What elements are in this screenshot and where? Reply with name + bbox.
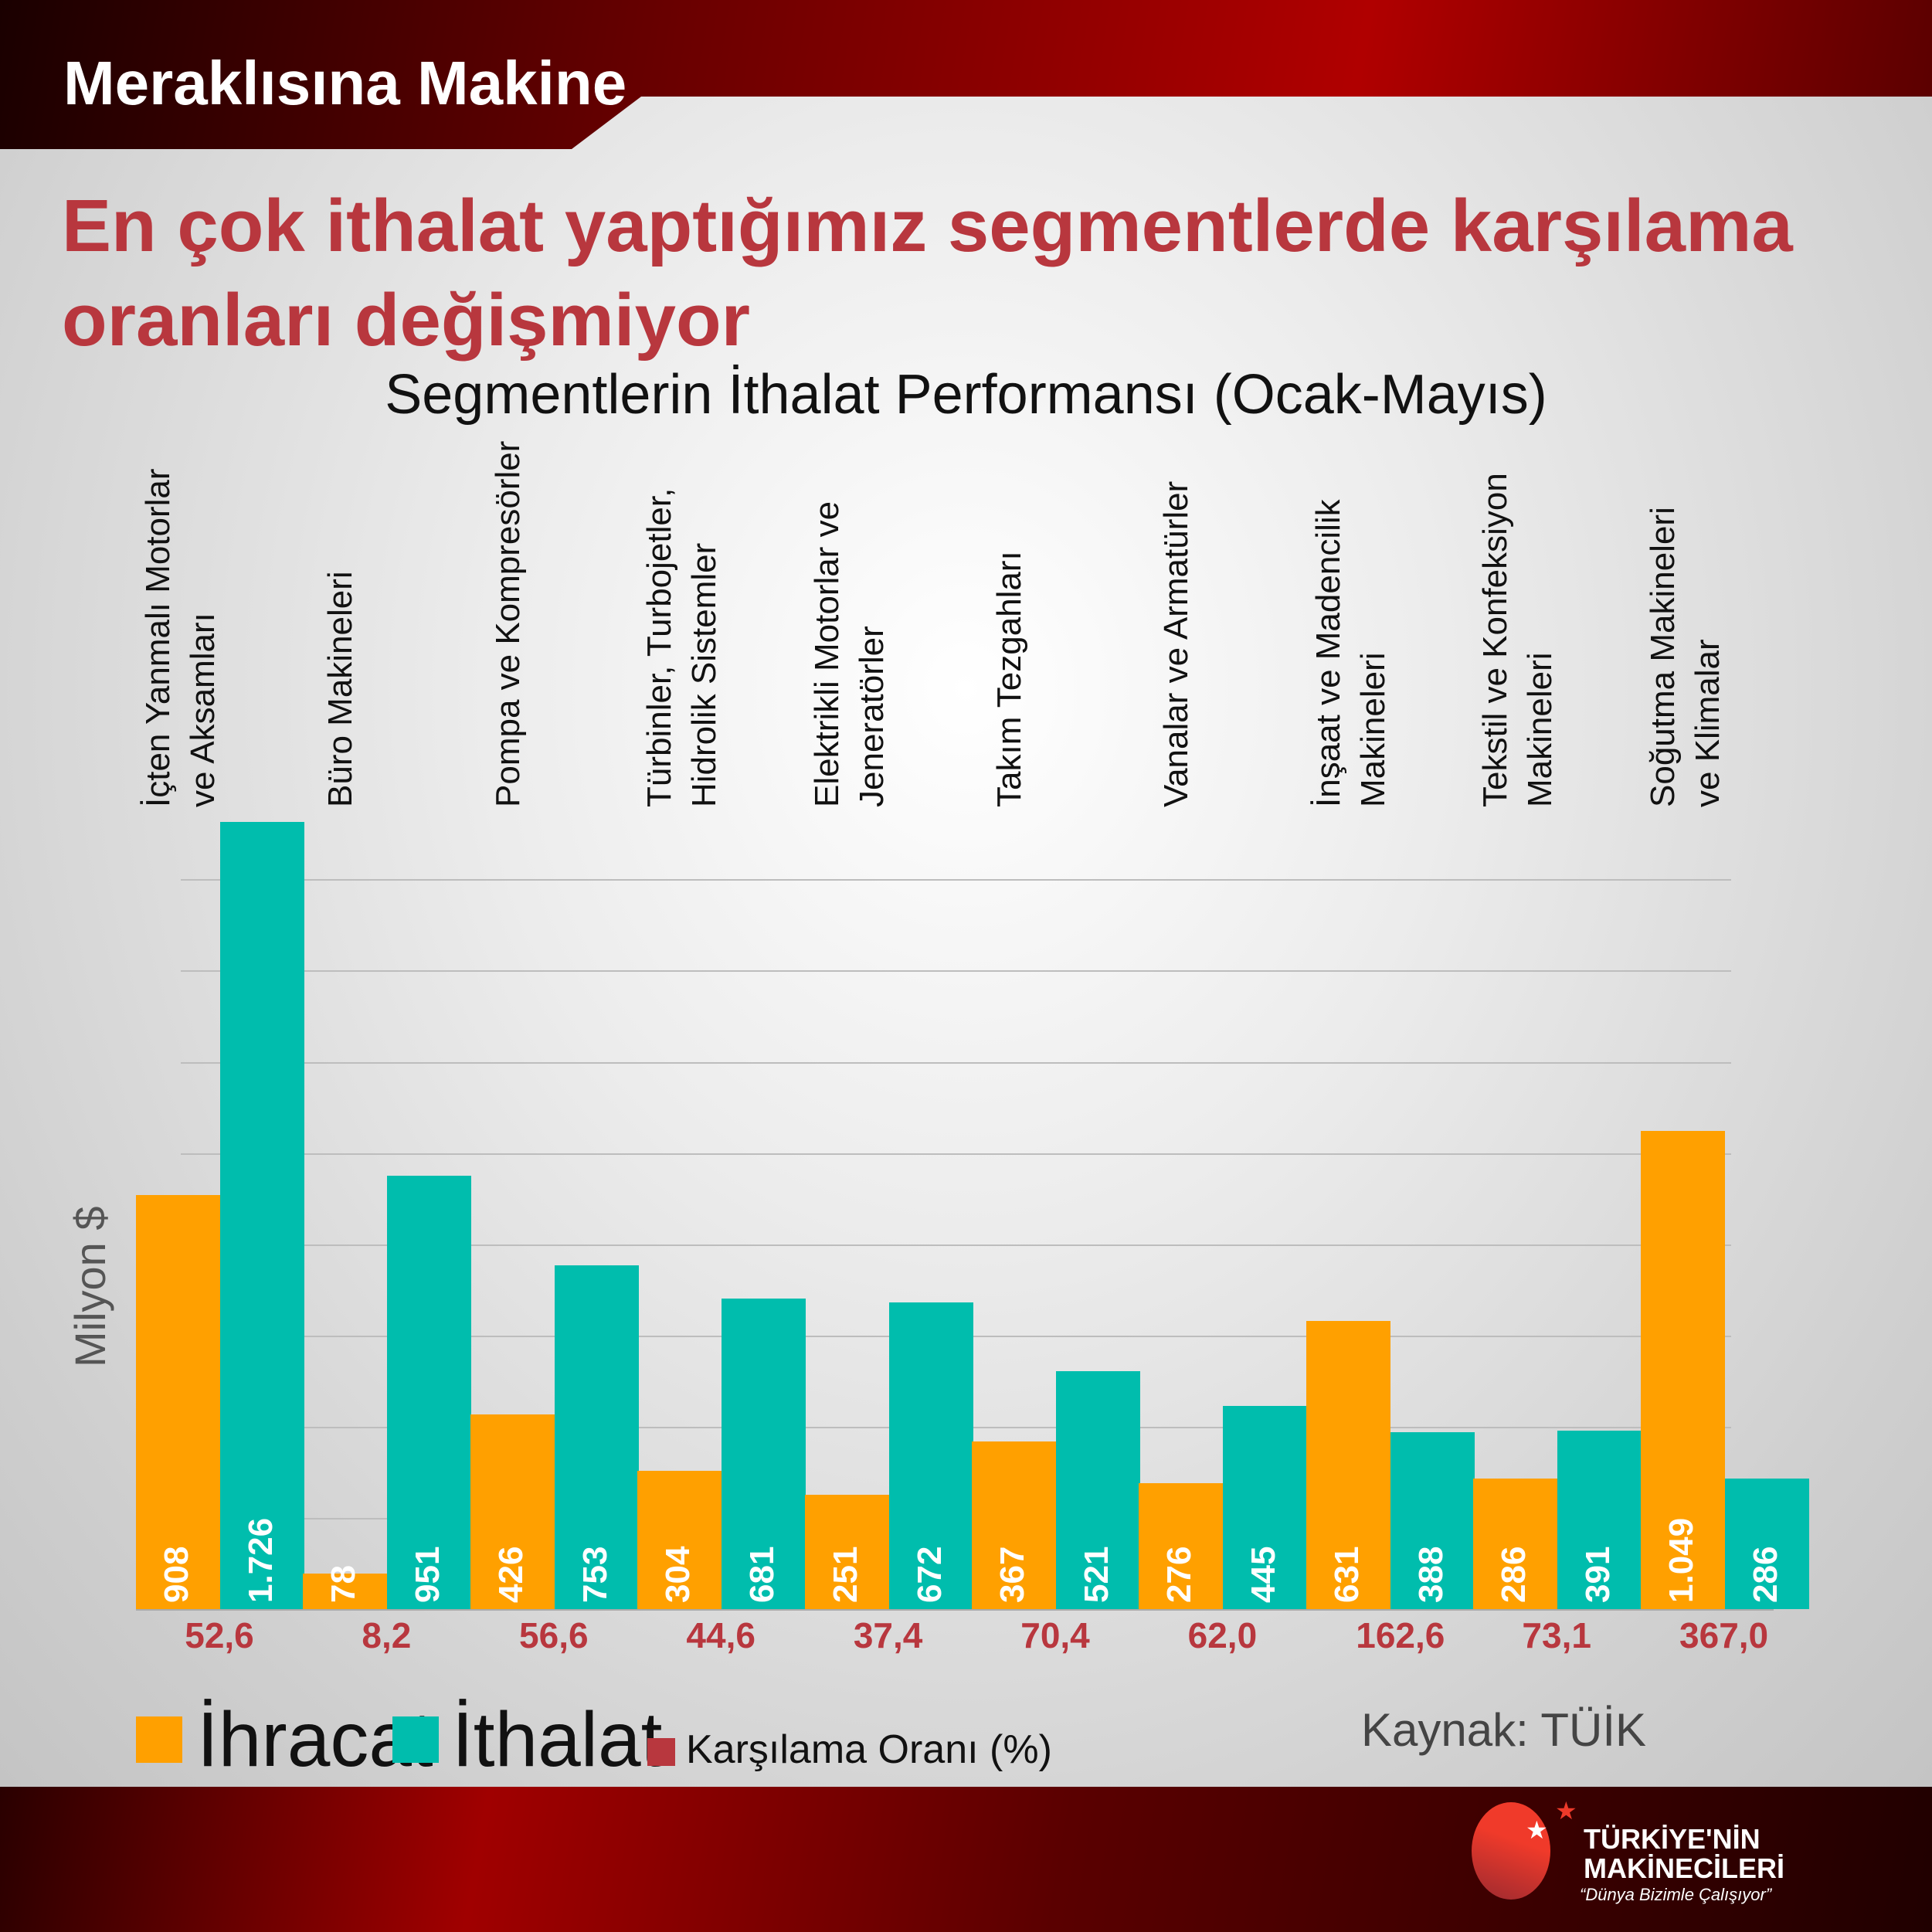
bar-ihracat [136,1194,220,1609]
value-label: 276 [1160,1546,1199,1603]
bar-ithalat [1223,1406,1308,1609]
bar-ithalat [387,1175,472,1609]
gridline [181,970,1731,973]
value-label: 426 [491,1546,530,1603]
ratio-label: 44,6 [686,1615,755,1655]
bar-ihracat [303,1573,388,1609]
value-label: 388 [1411,1546,1450,1603]
ratio-label: 56,6 [519,1615,589,1655]
legend-swatch-ithalat [392,1716,439,1763]
category-label: İçten Yanmalı Motorlar ve Aksamları [139,468,222,807]
bar-ithalat [554,1265,639,1609]
value-label: 78 [324,1565,363,1603]
logo-line1: TÜRKİYE'NİN [1584,1823,1761,1855]
value-label: 951 [409,1546,447,1603]
ratio-label: 73,1 [1522,1615,1591,1655]
value-label: 367 [993,1546,1031,1603]
value-label: 286 [1495,1546,1533,1603]
value-label: 753 [576,1546,614,1603]
category-label: Soğutma Makineleri ve Klimalar [1643,507,1727,807]
logo-slogan: “Dünya Bizimle Çalışıyor” [1580,1885,1772,1904]
bar-ihracat [1473,1479,1558,1609]
category-label: İnşaat ve Madencilik Makineleri [1309,499,1392,807]
category-label: Elektrikli Motorlar ve Jeneratörler [807,501,891,807]
ratio-label: 367,0 [1679,1615,1769,1655]
star-icon: ★ [1526,1816,1548,1844]
value-label: 286 [1746,1546,1784,1603]
category-label: Vanalar ve Armatürler [1157,480,1196,807]
value-label: 672 [910,1546,949,1603]
category-label: Türbinler, Turbojetler, Hidrolik Sisteml… [640,487,724,807]
source-note: Kaynak: TÜİK [1361,1704,1647,1756]
bar-ihracat [470,1414,555,1609]
brand-title: Meraklısına Makine [63,49,627,117]
category-label: Tekstil ve Konfeksiyon Makineleri [1476,473,1560,807]
value-label: 1.049 [1662,1517,1700,1603]
value-label: 304 [659,1546,698,1603]
bar-ithalat [722,1298,806,1609]
ratio-label: 37,4 [853,1615,923,1655]
bar-ithalat [1056,1371,1140,1609]
star-icon: ★ [1555,1797,1577,1825]
bar-ithalat [1557,1431,1642,1609]
category-label: Büro Makineleri [321,571,360,807]
gridline [181,879,1731,881]
legend-label-ithalat: İthalat [452,1696,663,1783]
bar-ithalat [1390,1431,1475,1609]
bar-ihracat [1139,1483,1224,1609]
legend-swatch-ratio [647,1738,675,1766]
logo-circle-icon [1472,1802,1550,1900]
ratio-label: 52,6 [185,1615,254,1655]
bar-ithalat [1724,1479,1809,1609]
headline: En çok ithalat yaptığımız segmentlerde k… [62,185,1793,362]
gridline [181,1153,1731,1155]
value-label: 681 [743,1546,782,1603]
legend-swatch-ihracat [136,1716,182,1763]
value-label: 445 [1244,1546,1283,1603]
category-label: Takım Tezgahları [990,551,1028,807]
value-label: 521 [1078,1546,1115,1603]
ratio-label: 162,6 [1356,1615,1445,1655]
bar-ihracat [1640,1130,1725,1609]
value-label: 631 [1327,1546,1366,1603]
gridline [181,1061,1731,1064]
bar-ihracat [804,1494,889,1609]
legend-label-ratio: Karşılama Oranı (%) [686,1727,1052,1772]
value-label: 391 [1579,1546,1618,1603]
ratio-label: 62,0 [1187,1615,1258,1655]
value-label: 908 [158,1546,195,1603]
y-axis-label: Milyon $ [66,1206,114,1367]
logo-line2: MAKİNECİLERİ [1584,1852,1784,1884]
ratio-label: 8,2 [362,1615,412,1655]
value-label: 1.726 [242,1517,280,1603]
category-label: Pompa ve Kompresörler [488,440,527,807]
bar-ihracat [972,1441,1056,1609]
bar-ithalat [888,1302,973,1609]
footer-band [0,1787,1932,1932]
gridline [181,1244,1731,1246]
ratio-label: 70,4 [1020,1615,1090,1655]
bar-ithalat [220,822,304,1609]
value-label: 251 [826,1546,864,1603]
x-axis [136,1609,1774,1611]
bar-ihracat [637,1470,722,1609]
bar-ihracat [1306,1321,1390,1609]
chart-title: Segmentlerin İthalat Performansı (Ocak-M… [385,364,1547,426]
